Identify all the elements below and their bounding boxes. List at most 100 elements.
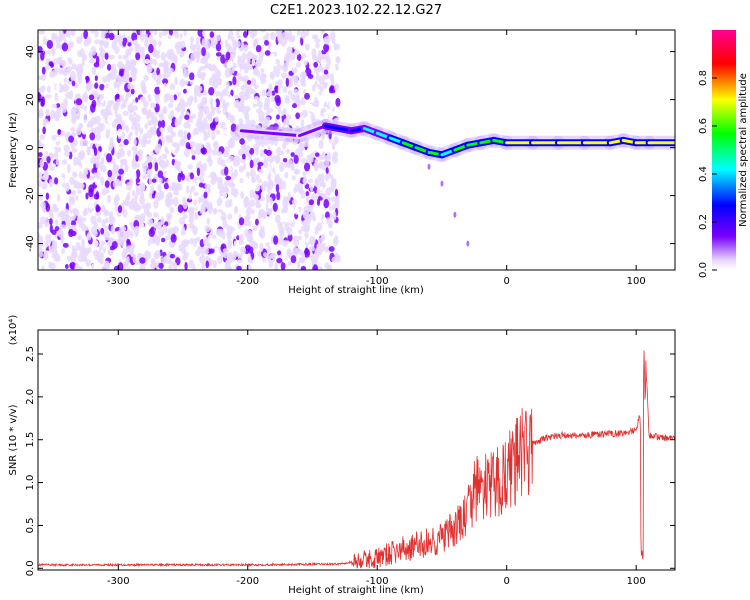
- spectrogram-speckle: [38, 192, 44, 201]
- spectrogram-speckle: [71, 107, 77, 116]
- spectrogram-speckle: [214, 116, 219, 123]
- spectrogram-speckle: [101, 188, 108, 196]
- spectrogram-speckle: [260, 77, 267, 85]
- spectrogram-speckle: [233, 42, 237, 52]
- spectrogram-ridge-core: [323, 124, 353, 133]
- spectrogram-speckle: [226, 224, 230, 233]
- spectrogram-speckle: [156, 74, 161, 82]
- spectrogram-speckle: [148, 34, 153, 44]
- spectrogram-speckle: [234, 206, 238, 215]
- spectrogram-speckle: [192, 127, 197, 136]
- spectrogram-speckle: [302, 170, 307, 177]
- spectrogram-speckle: [130, 58, 135, 66]
- spectrogram-speckle: [290, 59, 297, 69]
- spectrogram-speckle: [79, 123, 84, 129]
- y-tick-label: 20: [25, 93, 36, 106]
- spectrogram-speckle: [276, 114, 280, 120]
- spectrogram-speckle: [335, 55, 341, 64]
- spectrogram-speckle: [102, 265, 106, 270]
- spectrogram-speckle: [119, 163, 124, 170]
- spectrogram-speckle: [287, 159, 294, 168]
- colorbar-tick-label: 0.2: [698, 214, 709, 230]
- spectrogram-speckle: [228, 68, 233, 77]
- spectrogram-speckle: [112, 180, 118, 189]
- spectrogram-speckle: [131, 190, 136, 197]
- spectrogram-speckle: [187, 208, 194, 214]
- spectrogram-speckle: [133, 80, 137, 86]
- spectrogram-speckle: [163, 93, 169, 103]
- snr-y-multiplier: (x10⁴): [8, 315, 19, 346]
- spectrogram-speckle: [240, 84, 246, 91]
- spectrogram-speckle: [329, 206, 333, 211]
- spectrogram-speckle: [95, 204, 100, 213]
- spectrogram-speckle: [135, 260, 140, 265]
- spectrogram-speckle: [131, 32, 138, 42]
- spectrogram-speckle: [215, 52, 222, 57]
- spectrogram-speckle: [203, 191, 208, 199]
- spectrogram-speckle: [230, 89, 234, 97]
- spectrogram-speckle: [88, 58, 95, 64]
- spectrogram-speckle: [156, 67, 160, 76]
- spectrogram-speckle: [301, 109, 308, 118]
- spectrogram-speckle: [258, 168, 264, 174]
- spectrogram-speckle: [158, 262, 164, 269]
- spectrogram-speckle: [265, 116, 271, 122]
- spectrogram-speckle: [89, 119, 94, 127]
- spectrogram-speckle: [311, 246, 315, 252]
- spectrogram-speckle: [230, 187, 237, 196]
- spectrogram-speckle: [205, 260, 210, 269]
- spectrogram-speckle: [210, 64, 217, 71]
- spectrogram-speckle: [135, 169, 141, 179]
- spectrogram-speckle: [131, 117, 136, 126]
- x-tick-label: 0: [503, 276, 509, 287]
- spectrogram-speckle: [105, 131, 110, 139]
- spectrogram-speckle: [52, 207, 60, 213]
- spectrogram-speckle: [254, 61, 260, 68]
- spectrogram-speckle: [281, 72, 288, 79]
- spectrogram-speckle: [216, 197, 223, 206]
- y-tick-label: -40: [25, 235, 36, 251]
- y-tick-label: 2.5: [25, 346, 36, 362]
- spectrogram-speckle: [179, 32, 183, 39]
- spectrogram-speckle: [320, 245, 325, 252]
- spectrogram-speckle: [88, 184, 95, 193]
- spectrogram-speckle: [320, 110, 324, 117]
- spectrogram-speckle: [233, 134, 241, 141]
- spectrogram-speckle: [258, 229, 264, 238]
- spectrogram-speckle: [290, 112, 295, 119]
- spectrogram-speckle: [71, 189, 77, 197]
- spectrogram-speckle: [323, 69, 329, 75]
- spectrogram-speckle: [149, 30, 154, 34]
- spectrogram-speckle: [223, 151, 229, 158]
- spectrogram-speckle: [139, 46, 145, 53]
- spectrogram-speckle: [38, 75, 43, 81]
- spectrogram-speckle: [249, 189, 255, 199]
- spectrogram-speckle: [100, 48, 107, 58]
- spectrogram-speckle: [315, 42, 320, 49]
- spectrogram-speckle: [164, 172, 170, 178]
- spectrogram-speckle: [158, 62, 164, 68]
- spectrogram-speckle: [111, 120, 117, 129]
- spectrogram-speckle: [146, 251, 152, 260]
- spectrogram-speckle: [322, 118, 329, 124]
- spectrogram-speckle: [49, 218, 53, 225]
- spectrogram-speckle: [168, 179, 172, 188]
- spectrogram-speckle: [217, 156, 223, 166]
- spectrogram-speckle: [51, 121, 55, 130]
- spectrogram-speckle: [91, 167, 98, 175]
- spectrogram-speckle: [186, 175, 191, 183]
- spectrogram-speckle: [45, 108, 50, 117]
- spectrogram-speckle: [77, 234, 82, 241]
- spectrogram-speckle: [155, 50, 161, 55]
- spectrogram-speckle: [321, 151, 326, 161]
- spectrogram-speckle: [218, 132, 225, 141]
- spectrogram-speckle: [266, 181, 274, 191]
- spectrogram-speckle: [71, 31, 75, 37]
- spectrogram-speckle: [270, 95, 275, 103]
- spectrogram-speckle: [61, 248, 65, 254]
- spectrogram-speckle: [54, 92, 59, 102]
- spectrogram-speckle: [260, 138, 265, 148]
- spectrogram-y-label: Frequency (Hz): [8, 112, 19, 188]
- spectrogram-speckle: [238, 117, 244, 125]
- spectrogram-speckle: [49, 208, 54, 216]
